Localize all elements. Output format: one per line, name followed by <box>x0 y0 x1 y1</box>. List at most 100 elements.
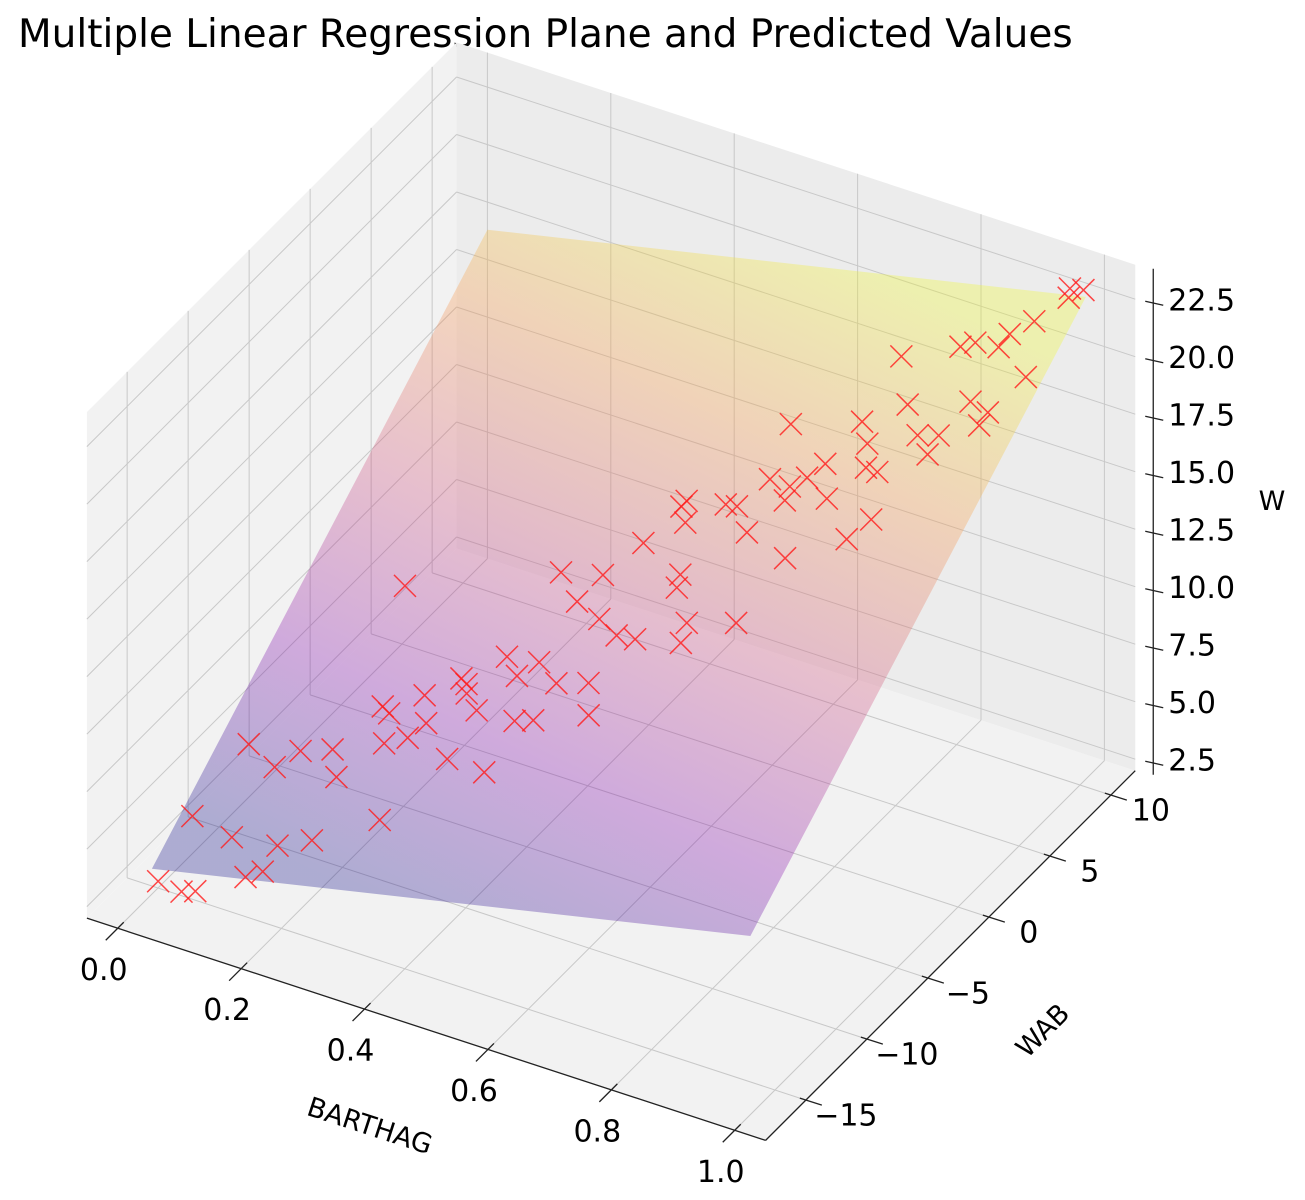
data-point-marker <box>896 393 920 417</box>
y-axis-line <box>765 770 1136 1141</box>
data-point-marker <box>795 466 819 490</box>
tick-mark <box>105 921 125 941</box>
data-point-marker <box>454 672 479 696</box>
data-point-marker <box>521 708 545 732</box>
data-point-marker <box>976 400 1000 424</box>
data-point-marker <box>591 563 615 587</box>
tick-mark <box>1043 853 1067 862</box>
data-point-marker <box>377 701 401 725</box>
data-point-marker <box>495 645 519 669</box>
data-point-marker <box>396 726 420 750</box>
z-tick-label: 20.0 <box>1168 341 1235 376</box>
grid-line <box>610 719 982 1091</box>
data-point-marker <box>773 488 797 512</box>
data-point-marker <box>576 671 601 695</box>
data-point-marker <box>1058 276 1082 301</box>
data-point-marker <box>577 703 601 727</box>
grid-line <box>86 249 457 620</box>
x-tick-label: 0.6 <box>450 1074 498 1109</box>
x-tick-label: 0.0 <box>80 953 128 988</box>
grid-line <box>456 76 1136 300</box>
data-point-marker <box>251 860 275 884</box>
data-point-marker <box>372 731 396 755</box>
data-point-marker <box>1022 309 1046 333</box>
tick-mark <box>1104 792 1128 801</box>
data-point-marker <box>778 474 802 499</box>
data-point-marker <box>714 492 738 516</box>
z-tick-label: 7.5 <box>1168 629 1216 664</box>
data-point-marker <box>368 808 392 832</box>
data-point-marker <box>435 747 459 771</box>
data-point-marker <box>906 423 930 447</box>
grid-line <box>86 76 457 448</box>
tick-mark <box>1145 300 1164 306</box>
tick-mark <box>921 975 945 984</box>
scatter-points <box>146 276 1095 904</box>
x-tick-label: 0.2 <box>203 993 251 1028</box>
data-point-marker <box>549 560 573 584</box>
data-point-marker <box>958 390 983 414</box>
z-tick-label: 12.5 <box>1168 514 1235 549</box>
z-tick-label: 10.0 <box>1168 571 1235 606</box>
data-point-marker <box>673 511 697 535</box>
data-point-marker <box>669 631 693 655</box>
data-point-marker <box>779 412 803 436</box>
y-tick-label: 5 <box>1080 855 1099 890</box>
data-point-marker <box>565 590 589 614</box>
data-point-marker <box>916 442 940 466</box>
data-point-marker <box>623 627 647 651</box>
y-tick-label: 10 <box>1132 794 1170 829</box>
grid-line <box>734 760 1105 1131</box>
data-point-marker <box>668 563 692 587</box>
tick-mark <box>1145 415 1164 421</box>
z-tick-label: 5.0 <box>1168 686 1216 721</box>
x-tick-label: 0.8 <box>573 1114 621 1149</box>
tick-mark <box>475 1043 495 1062</box>
data-point-marker <box>963 331 987 355</box>
data-point-marker <box>505 664 529 688</box>
data-point-marker <box>220 825 244 849</box>
data-point-marker <box>1014 365 1038 389</box>
data-point-marker <box>263 755 287 779</box>
tick-mark <box>1145 645 1164 651</box>
grid-line <box>86 306 457 678</box>
data-point-marker <box>527 650 551 674</box>
y-tick-label: −5 <box>946 977 990 1012</box>
data-point-marker <box>465 698 489 722</box>
z-tick-label: 2.5 <box>1168 744 1216 779</box>
data-point-marker <box>631 531 655 555</box>
data-point-marker <box>855 432 879 456</box>
y-axis-label: WAB <box>1010 998 1076 1064</box>
tick-mark <box>352 1002 371 1022</box>
tick-mark <box>1145 358 1164 364</box>
data-point-marker <box>865 460 889 484</box>
data-point-marker <box>967 413 991 437</box>
regression-plane <box>151 229 1086 936</box>
data-point-marker <box>948 335 973 359</box>
tick-mark <box>722 1123 742 1143</box>
tick-mark <box>1145 530 1164 536</box>
tick-mark <box>1145 473 1164 479</box>
z-axis-label: W <box>1259 486 1286 517</box>
data-point-marker <box>605 623 629 647</box>
data-point-marker <box>169 880 194 904</box>
data-point-marker <box>180 804 204 828</box>
x-tick-label: 0.4 <box>327 1034 375 1069</box>
grid-line <box>86 134 457 505</box>
data-point-marker <box>665 576 689 600</box>
data-point-marker <box>324 765 348 789</box>
data-point-marker <box>889 344 913 368</box>
data-point-marker <box>758 467 782 491</box>
data-point-marker <box>835 527 859 551</box>
data-point-marker <box>503 709 527 733</box>
data-point-marker <box>1057 286 1081 310</box>
z-tick-label: 15.0 <box>1168 456 1235 491</box>
grid-line <box>86 191 457 563</box>
x-axis-line <box>86 917 766 1141</box>
data-point-marker <box>927 423 951 448</box>
data-point-marker <box>413 683 437 707</box>
tick-mark <box>228 962 248 982</box>
data-point-marker <box>472 760 496 784</box>
axes <box>86 268 1164 1143</box>
